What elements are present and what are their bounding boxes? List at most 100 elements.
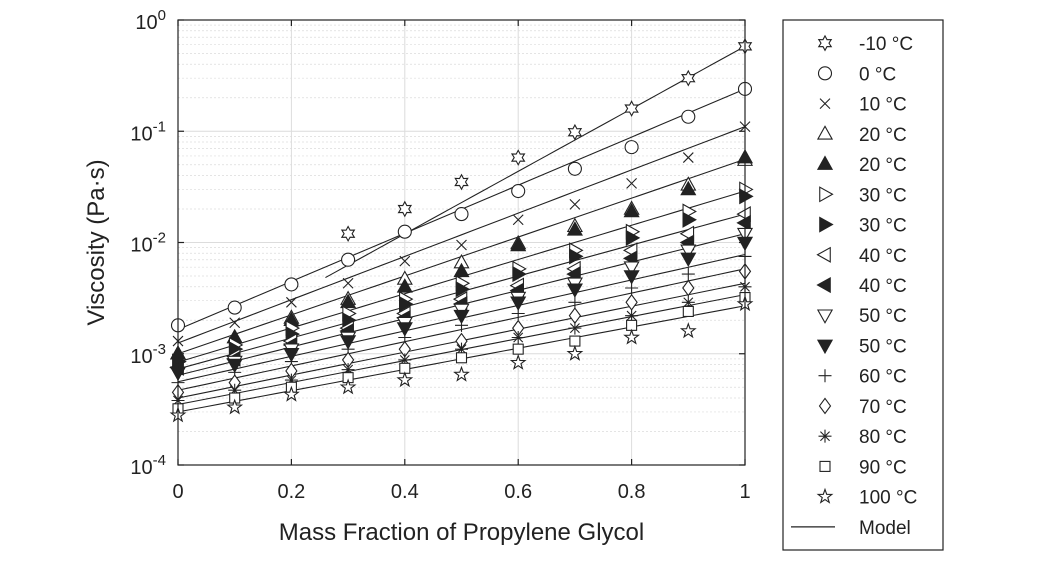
legend-label: 80 °C bbox=[859, 427, 907, 448]
data-point bbox=[624, 140, 639, 155]
data-point bbox=[341, 252, 356, 267]
data-point bbox=[679, 322, 697, 339]
data-point bbox=[680, 180, 697, 196]
data-point bbox=[568, 307, 582, 325]
data-point bbox=[681, 69, 696, 87]
x-tick-label: 0.6 bbox=[504, 481, 532, 503]
data-point bbox=[228, 383, 242, 397]
legend: -10 °C 0 °C 10 °C 20 °C 20 °C 30 °C 30 °C 40 °C… bbox=[782, 19, 944, 551]
data-point bbox=[284, 373, 298, 387]
legend-marker bbox=[817, 34, 833, 52]
data-point bbox=[455, 318, 468, 332]
data-point bbox=[398, 353, 412, 367]
y-tick-label: 100 bbox=[135, 7, 166, 34]
legend-marker bbox=[817, 66, 833, 81]
data-point bbox=[682, 152, 694, 163]
data-point bbox=[569, 335, 581, 347]
legend-marker bbox=[816, 125, 834, 140]
legend-label: 100 °C bbox=[859, 488, 917, 509]
data-point bbox=[680, 252, 697, 267]
data-point bbox=[569, 248, 584, 265]
data-point bbox=[399, 255, 411, 267]
data-point bbox=[511, 307, 525, 321]
data-point bbox=[682, 211, 697, 228]
data-point bbox=[625, 281, 639, 295]
legend-marker bbox=[816, 309, 834, 324]
legend-marker bbox=[816, 339, 834, 355]
grid bbox=[177, 20, 746, 466]
data-point bbox=[512, 214, 524, 226]
data-point bbox=[455, 342, 468, 356]
legend-label: 30 °C bbox=[859, 185, 907, 206]
data-point bbox=[455, 352, 468, 364]
legend-marker bbox=[816, 487, 834, 504]
data-point bbox=[511, 184, 526, 199]
data-point bbox=[396, 371, 414, 388]
data-point bbox=[511, 330, 525, 344]
legend-marker bbox=[819, 216, 834, 233]
legend-label: 0 °C bbox=[859, 64, 896, 85]
data-point bbox=[396, 278, 413, 293]
data-point bbox=[623, 202, 640, 218]
data-point bbox=[567, 161, 582, 176]
data-point bbox=[229, 317, 241, 329]
data-point bbox=[736, 214, 751, 231]
legend-marker bbox=[819, 460, 831, 472]
legend-label: Model bbox=[859, 518, 911, 539]
legend-label: 60 °C bbox=[859, 367, 907, 388]
model-line bbox=[325, 45, 746, 279]
data-point bbox=[682, 279, 695, 297]
legend-marker bbox=[818, 429, 832, 443]
data-point bbox=[510, 149, 526, 166]
data-point bbox=[568, 321, 582, 335]
data-point bbox=[681, 295, 695, 309]
data-point bbox=[398, 295, 414, 313]
data-point bbox=[341, 363, 355, 377]
data-point bbox=[624, 100, 639, 117]
data-point bbox=[625, 229, 641, 246]
data-point bbox=[509, 353, 527, 370]
data-point bbox=[569, 199, 581, 210]
data-point bbox=[625, 309, 639, 323]
data-point bbox=[284, 277, 299, 292]
legend-label: 50 °C bbox=[859, 306, 907, 327]
y-tick-label: 10-2 bbox=[130, 230, 166, 257]
data-point bbox=[340, 293, 357, 309]
x-tick-label: 0.8 bbox=[618, 481, 646, 503]
data-point bbox=[623, 261, 640, 276]
legend-label: 40 °C bbox=[859, 276, 907, 297]
data-point bbox=[568, 295, 582, 309]
legend-marker bbox=[818, 369, 832, 383]
data-point bbox=[455, 281, 471, 298]
legend-marker bbox=[819, 98, 831, 109]
legend-label: 90 °C bbox=[859, 457, 907, 478]
x-axis-label: Mass Fraction of Propylene Glycol bbox=[279, 519, 644, 546]
data-point bbox=[339, 378, 357, 395]
x-tick-label: 0 bbox=[172, 481, 183, 503]
data-point bbox=[286, 296, 297, 308]
data-point bbox=[227, 300, 242, 315]
legend-label: 20 °C bbox=[859, 125, 907, 146]
legend-label: 40 °C bbox=[859, 246, 907, 267]
data-point bbox=[510, 296, 527, 311]
data-point bbox=[453, 262, 470, 278]
legend-marker bbox=[816, 155, 834, 170]
data-point bbox=[512, 266, 527, 283]
data-point bbox=[453, 365, 470, 382]
data-point bbox=[282, 385, 300, 402]
data-point bbox=[342, 277, 354, 289]
x-tick-label: 0.2 bbox=[277, 481, 305, 503]
data-point bbox=[626, 177, 637, 189]
legend-label: 50 °C bbox=[859, 336, 907, 357]
data-point bbox=[680, 244, 697, 259]
y-tick-label: 10-3 bbox=[130, 341, 166, 368]
data-point bbox=[566, 283, 583, 298]
data-point bbox=[623, 328, 641, 345]
data-point bbox=[454, 173, 469, 191]
data-point bbox=[512, 343, 524, 355]
data-point bbox=[566, 344, 584, 361]
data-point bbox=[567, 123, 583, 141]
data-point bbox=[283, 347, 300, 363]
legend-label: 30 °C bbox=[859, 216, 907, 237]
